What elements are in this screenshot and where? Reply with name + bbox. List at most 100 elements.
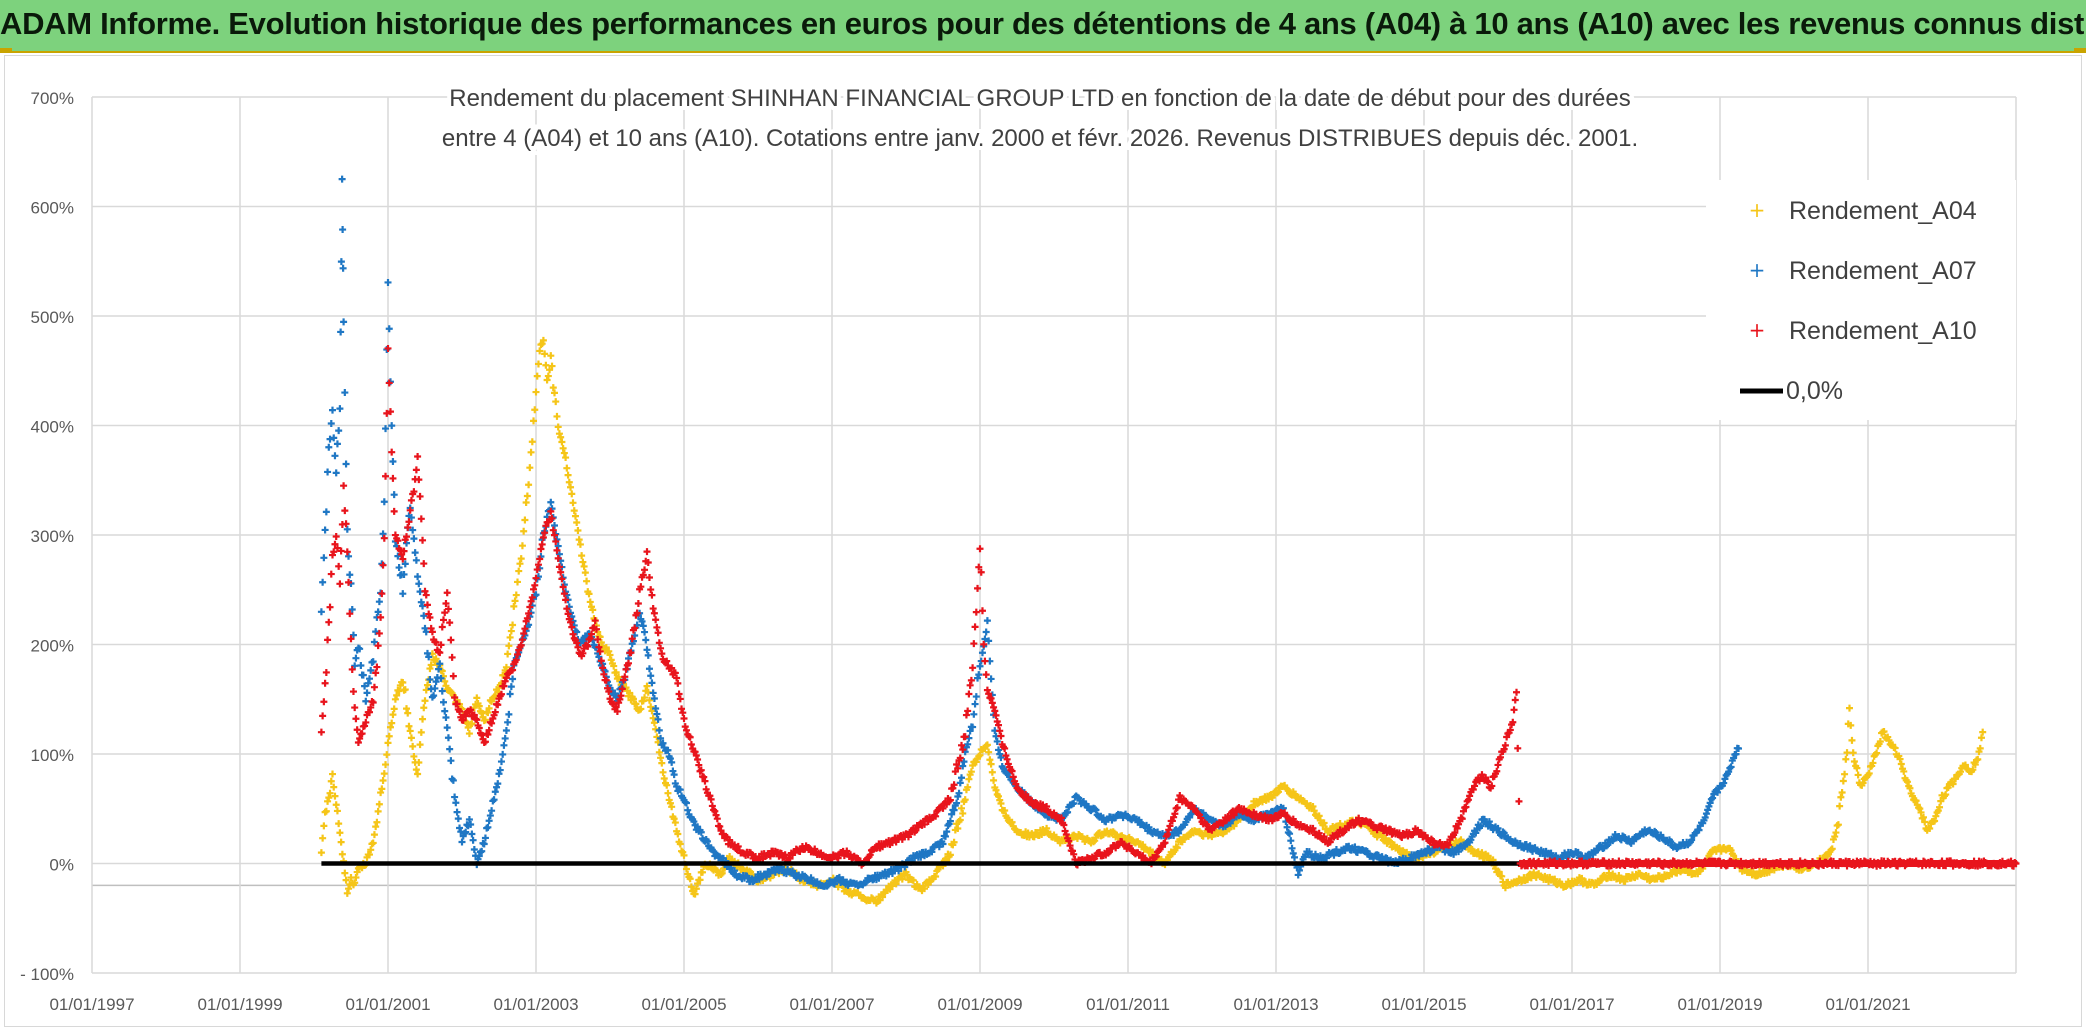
- data-point: [701, 777, 709, 785]
- data-point: [525, 610, 533, 618]
- data-point: [543, 376, 551, 384]
- data-point: [333, 544, 341, 552]
- data-point: [967, 768, 975, 776]
- data-point: [432, 638, 440, 646]
- data-point: [340, 482, 348, 490]
- data-point: [374, 608, 382, 616]
- data-point: [625, 659, 632, 667]
- data-point: [332, 801, 340, 809]
- data-point: [1936, 803, 1944, 811]
- data-point: [1732, 750, 1740, 758]
- data-point: [612, 703, 620, 711]
- data-point: [956, 779, 964, 787]
- data-point: [383, 346, 391, 354]
- data-point: [573, 518, 581, 526]
- data-point: [436, 660, 444, 668]
- data-point: [997, 732, 1005, 740]
- data-point: [616, 695, 624, 703]
- data-point: [563, 605, 571, 613]
- data-point: [431, 684, 439, 692]
- data-point: [1979, 728, 1987, 736]
- data-point: [1378, 823, 1386, 831]
- data-point: [401, 560, 409, 568]
- data-point: [567, 483, 575, 491]
- data-point: [385, 732, 393, 740]
- data-point: [641, 628, 649, 636]
- data-point: [991, 707, 999, 715]
- data-point: [322, 807, 330, 815]
- data-point: [939, 840, 947, 848]
- data-point: [634, 599, 642, 607]
- data-point: [342, 460, 350, 468]
- data-point: [965, 690, 973, 698]
- data-point: [509, 666, 517, 674]
- data-point: [406, 506, 414, 514]
- data-point: [1908, 792, 1916, 800]
- data-point: [639, 571, 647, 579]
- data-point: [1382, 834, 1390, 842]
- data-point: [384, 344, 392, 352]
- data-point: [939, 804, 947, 812]
- data-point: [348, 665, 356, 673]
- zero-line-layer: [321, 860, 2019, 867]
- data-point: [516, 560, 524, 568]
- data-point: [1387, 826, 1395, 834]
- data-point: [542, 522, 550, 530]
- data-point: [607, 656, 615, 664]
- data-point: [644, 558, 652, 566]
- data-point: [356, 645, 364, 653]
- data-point: [518, 636, 526, 644]
- data-point: [583, 577, 591, 585]
- data-point: [339, 264, 347, 272]
- data-point: [1912, 797, 1920, 805]
- data-point: [1009, 773, 1017, 781]
- data-point: [358, 730, 366, 738]
- data-point: [509, 675, 517, 683]
- data-point: [726, 853, 734, 861]
- data-point: [467, 820, 475, 828]
- data-point: [629, 695, 637, 703]
- data-point: [406, 727, 414, 735]
- data-point: [383, 409, 391, 417]
- data-point: [1621, 877, 1629, 885]
- data-point: [1488, 782, 1496, 790]
- data-point: [377, 613, 385, 621]
- data-point: [437, 641, 445, 649]
- data-point: [1516, 839, 1524, 847]
- data-point: [1949, 780, 1957, 788]
- axis-labels: - 100% 0% 100% 200% 300% 400% 500% 600% 700% 01/0…: [20, 89, 1910, 1014]
- data-point: [324, 636, 332, 644]
- data-point: [1139, 841, 1147, 849]
- data-point: [404, 523, 412, 531]
- data-point: [530, 417, 538, 425]
- data-point: [320, 822, 328, 830]
- data-point: [967, 676, 975, 684]
- data-point: [960, 758, 968, 766]
- data-point: [1916, 805, 1924, 813]
- data-point: [361, 682, 369, 690]
- data-point: [571, 512, 579, 520]
- data-point: [346, 610, 354, 618]
- data-point: [1500, 829, 1508, 837]
- data-point: [345, 578, 353, 586]
- data-point: [958, 741, 965, 749]
- data-point: [390, 507, 398, 515]
- data-point: [453, 700, 461, 708]
- data-point: [361, 722, 369, 730]
- data-point: [320, 554, 328, 562]
- data-point: [379, 530, 387, 538]
- data-point: [595, 653, 603, 661]
- data-point: [560, 590, 568, 598]
- data-point: [407, 514, 415, 522]
- data-point: [449, 672, 457, 680]
- data-point: [959, 809, 967, 817]
- data-point: [410, 488, 418, 496]
- data-point: [442, 714, 450, 722]
- data-point: [1526, 842, 1534, 850]
- data-point: [333, 807, 341, 815]
- data-point: [557, 433, 565, 441]
- x-tick-label: 01/01/2003: [493, 995, 578, 1014]
- data-point: [390, 705, 398, 713]
- banner-title: ADAM Informe. Evolution historique des p…: [0, 6, 2086, 41]
- data-point: [446, 745, 454, 753]
